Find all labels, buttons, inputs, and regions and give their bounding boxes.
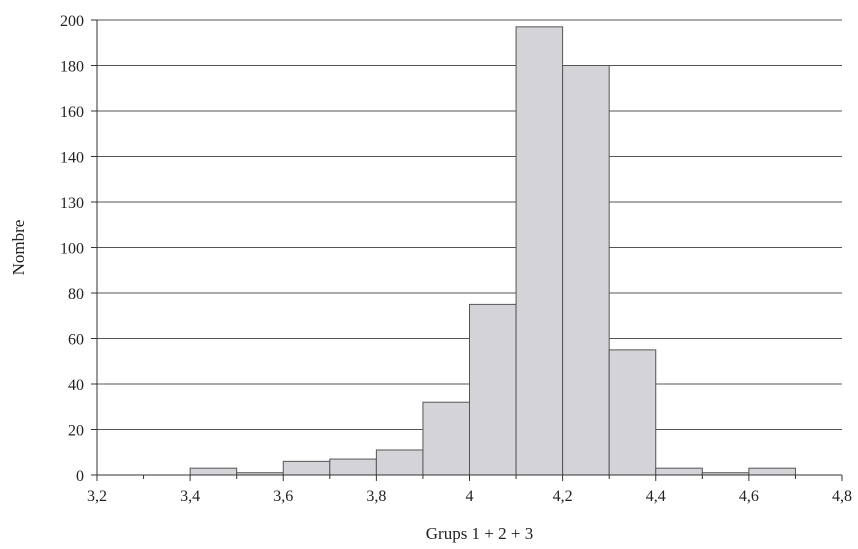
bar-1: [189, 467, 238, 476]
bar-7: [469, 303, 517, 476]
bar-3: [282, 460, 331, 476]
bar-11: [655, 467, 703, 476]
x-tick-label: 3,2: [87, 488, 107, 505]
bar-9: [562, 65, 610, 476]
gridlines: [97, 19, 842, 430]
bar-6: [422, 401, 470, 476]
y-tick-label: 0: [76, 468, 84, 485]
y-tick-label: 130: [60, 195, 84, 212]
bar-5: [375, 449, 424, 476]
x-tick-label: 4,8: [832, 488, 852, 505]
bars: [189, 26, 796, 476]
x-tick-label: 4: [466, 488, 474, 505]
x-tick-label: 4,4: [646, 488, 666, 505]
y-tick-label: 200: [60, 13, 84, 30]
x-tick-label: 3,4: [180, 488, 200, 505]
y-tick-label: 80: [68, 286, 84, 303]
bar-13: [748, 467, 796, 476]
y-axis-label: Nombre: [9, 220, 28, 276]
y-tick-label: 20: [68, 423, 84, 440]
x-tick-label: 3,6: [273, 488, 293, 505]
y-tick-label: 160: [60, 104, 84, 121]
y-ticks: 0 20 40 60 80 100 130 140 160 180 200: [60, 13, 97, 485]
y-tick-label: 100: [60, 241, 84, 258]
x-axis-label: Grups 1 + 2 + 3: [426, 524, 533, 543]
y-tick-label: 40: [68, 377, 84, 394]
y-tick-label: 140: [60, 150, 84, 167]
x-tick-label: 4,6: [739, 488, 759, 505]
x-tick-label: 3,8: [366, 488, 386, 505]
bar-8: [515, 26, 564, 476]
bar-4: [329, 458, 377, 476]
bar-10: [608, 349, 657, 476]
x-ticks: 3,2 3,4 3,6 3,8 4 4,2 4,4 4,6 4,8: [87, 475, 852, 505]
y-tick-label: 180: [60, 59, 84, 76]
x-tick-label: 4,2: [553, 488, 573, 505]
y-tick-label: 60: [68, 332, 84, 349]
